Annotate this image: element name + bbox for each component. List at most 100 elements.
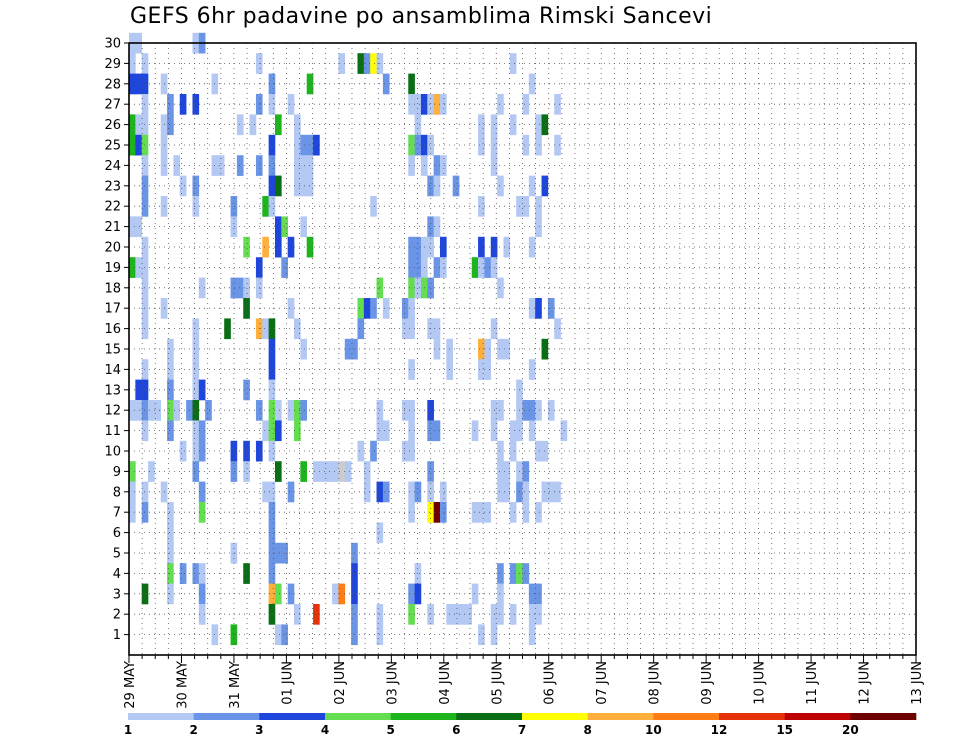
colorbar-segment: [653, 713, 720, 720]
heatmap-cell: [535, 298, 542, 319]
heatmap-cell: [300, 175, 308, 197]
heatmap-cell: [230, 196, 238, 217]
heatmap-cell: [141, 318, 149, 340]
heatmap-cell: [129, 73, 136, 95]
heatmap-cell: [243, 277, 250, 299]
heatmap-cell: [522, 502, 530, 523]
heatmap-cell: [503, 461, 511, 482]
heatmap-cell: [497, 461, 504, 482]
heatmap-cell: [535, 134, 542, 156]
heatmap-cell: [192, 359, 200, 380]
heatmap-cell: [268, 196, 276, 217]
y-tick-label: 15: [104, 343, 121, 358]
heatmap-cell: [167, 359, 174, 380]
y-tick-label: 26: [104, 118, 121, 133]
heatmap-cell: [509, 604, 517, 625]
heatmap-cell: [274, 114, 282, 136]
heatmap-cell: [382, 73, 390, 95]
heatmap-cell: [141, 420, 149, 442]
heatmap-cell: [129, 134, 136, 156]
heatmap-cell: [433, 155, 441, 176]
heatmap-cell: [408, 134, 415, 156]
y-tick-label: 28: [104, 77, 121, 92]
heatmap-cell: [230, 461, 238, 482]
heatmap-cell: [528, 624, 536, 646]
heatmap-cell: [471, 583, 479, 605]
heatmap-cell: [414, 134, 422, 156]
heatmap-cell: [205, 400, 212, 421]
heatmap-cell: [294, 134, 301, 156]
heatmap-cell: [300, 216, 308, 238]
heatmap-cell: [192, 338, 200, 360]
heatmap-cell: [287, 236, 295, 258]
heatmap-cell: [382, 420, 390, 442]
heatmap-cell: [294, 155, 301, 176]
heatmap-cell: [522, 134, 530, 156]
heatmap-cell: [414, 277, 422, 299]
heatmap-cell: [243, 461, 250, 482]
heatmap-cell: [135, 114, 142, 136]
y-tick-label: 19: [104, 261, 121, 276]
y-tick-label: 3: [113, 587, 121, 602]
heatmap-cell: [300, 461, 308, 482]
heatmap-cell: [528, 298, 536, 319]
heatmap-cell: [414, 94, 422, 115]
heatmap-cell: [433, 420, 441, 442]
heatmap-cell: [497, 563, 504, 584]
heatmap-cell: [274, 216, 282, 238]
heatmap-cell: [497, 481, 504, 503]
heatmap-cell: [224, 318, 231, 340]
heatmap-cell: [300, 155, 308, 176]
heatmap-cell: [148, 400, 155, 421]
heatmap-cell: [554, 481, 561, 503]
heatmap-cell: [236, 155, 244, 176]
heatmap-cell: [471, 502, 479, 523]
heatmap-cell: [268, 542, 276, 564]
heatmap-cell: [363, 298, 371, 319]
colorbar-label: 2: [189, 723, 197, 737]
heatmap-cell: [268, 73, 276, 95]
heatmap-cell: [294, 318, 301, 340]
heatmap-cell: [427, 461, 434, 482]
heatmap-cell: [167, 94, 174, 115]
heatmap-cell: [528, 400, 536, 421]
heatmap-cell: [497, 604, 504, 625]
heatmap-cell: [300, 134, 308, 156]
heatmap-cell: [484, 338, 492, 360]
heatmap-cell: [198, 502, 206, 523]
heatmap-cell: [401, 298, 409, 319]
heatmap-cell: [408, 400, 415, 421]
heatmap-cell: [141, 155, 149, 176]
heatmap-cell: [268, 563, 276, 584]
heatmap-cell: [439, 94, 447, 115]
heatmap-cell: [287, 583, 295, 605]
x-tick-label: 30 MAY: [176, 661, 191, 709]
heatmap-cell: [427, 420, 434, 442]
colorbar-segment: [456, 713, 523, 720]
heatmap-cell: [274, 175, 282, 197]
heatmap-cell: [135, 379, 142, 401]
colorbar-label: 10: [645, 723, 662, 737]
heatmap-cell: [141, 298, 149, 319]
heatmap-cell: [408, 481, 415, 503]
heatmap-cell: [198, 583, 206, 605]
heatmap-cell: [528, 604, 536, 625]
heatmap-cell: [332, 583, 339, 605]
heatmap-cell: [433, 338, 441, 360]
heatmap-cell: [300, 338, 308, 360]
heatmap-cell: [401, 440, 409, 462]
heatmap-cell: [141, 379, 149, 401]
heatmap-cell: [198, 604, 206, 625]
heatmap-cell: [338, 461, 346, 482]
chart-title: GEFS 6hr padavine po ansamblima Rimski S…: [130, 4, 713, 29]
heatmap-cell: [268, 440, 276, 462]
heatmap-cell: [344, 461, 352, 482]
heatmap-cell: [478, 502, 485, 523]
heatmap-cell: [554, 318, 561, 340]
heatmap-cell: [192, 563, 200, 584]
heatmap-cell: [528, 583, 536, 605]
colorbar-label: 12: [711, 723, 728, 737]
heatmap-cell: [306, 155, 314, 176]
colorbar-segment: [784, 713, 851, 720]
heatmap-cell: [192, 461, 200, 482]
